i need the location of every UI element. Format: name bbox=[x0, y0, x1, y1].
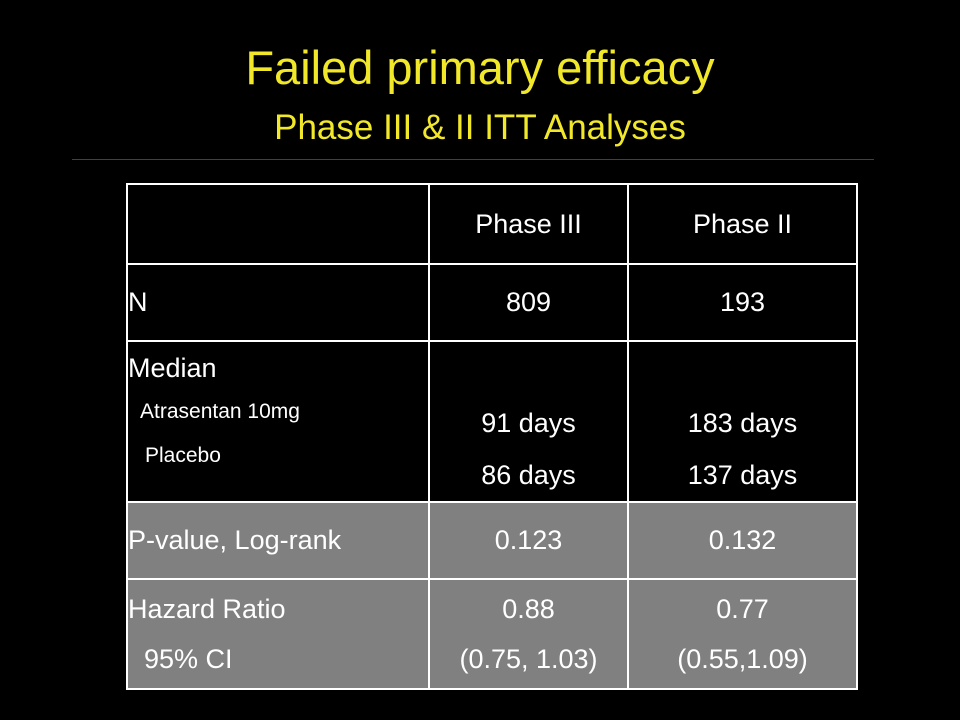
hazard-label: Hazard Ratio bbox=[128, 594, 286, 624]
header-phase2: Phase II bbox=[627, 183, 858, 265]
cell-median-phase2: 183 days 137 days bbox=[627, 340, 858, 503]
cell-hazard-phase2: 0.77 (0.55,1.09) bbox=[627, 578, 858, 690]
header-row: Phase III Phase II bbox=[126, 183, 858, 265]
cell-hazard-phase3: 0.88 (0.75, 1.03) bbox=[428, 578, 629, 690]
table-row-pvalue: P-value, Log-rank 0.123 0.132 bbox=[126, 501, 858, 580]
slide-title: Failed primary efficacy bbox=[245, 41, 715, 94]
hazard-phase2-value: 0.77 bbox=[716, 594, 769, 624]
table-row-median: Median Atrasentan 10mg Placebo 91 days 8… bbox=[126, 340, 858, 503]
median-phase3-placebo: 86 days bbox=[481, 460, 576, 490]
cell-pvalue-phase3: 0.123 bbox=[428, 501, 629, 580]
results-table: Phase III Phase II N 809 193 Median Atra… bbox=[126, 183, 858, 690]
table-row-hazard: Hazard Ratio 95% CI 0.88 (0.75, 1.03) 0.… bbox=[126, 578, 858, 690]
hazard-phase3-ci: (0.75, 1.03) bbox=[459, 644, 598, 674]
hazard-phase2-ci: (0.55,1.09) bbox=[677, 644, 808, 674]
median-phase2-atrasentan: 183 days bbox=[687, 408, 798, 438]
row-label-median: Median Atrasentan 10mg Placebo bbox=[126, 340, 430, 503]
hazard-ci-label: 95% CI bbox=[144, 644, 233, 674]
table-row-n: N 809 193 bbox=[126, 263, 858, 342]
title-divider bbox=[72, 159, 874, 160]
header-phase3: Phase III bbox=[428, 183, 629, 265]
slide-subtitle: Phase III & II ITT Analyses bbox=[274, 108, 686, 147]
median-sub-atrasentan: Atrasentan 10mg bbox=[140, 400, 300, 423]
median-sub-placebo: Placebo bbox=[145, 444, 221, 467]
row-label-hazard: Hazard Ratio 95% CI bbox=[126, 578, 430, 690]
cell-median-phase3: 91 days 86 days bbox=[428, 340, 629, 503]
cell-n-phase3: 809 bbox=[428, 263, 629, 342]
header-empty-cell bbox=[126, 183, 430, 265]
median-phase2-placebo: 137 days bbox=[687, 460, 798, 490]
hazard-phase3-value: 0.88 bbox=[502, 594, 555, 624]
row-label-n: N bbox=[126, 263, 430, 342]
row-label-pvalue: P-value, Log-rank bbox=[126, 501, 430, 580]
median-phase3-atrasentan: 91 days bbox=[481, 408, 576, 438]
cell-n-phase2: 193 bbox=[627, 263, 858, 342]
median-label: Median bbox=[128, 353, 217, 383]
cell-pvalue-phase2: 0.132 bbox=[627, 501, 858, 580]
